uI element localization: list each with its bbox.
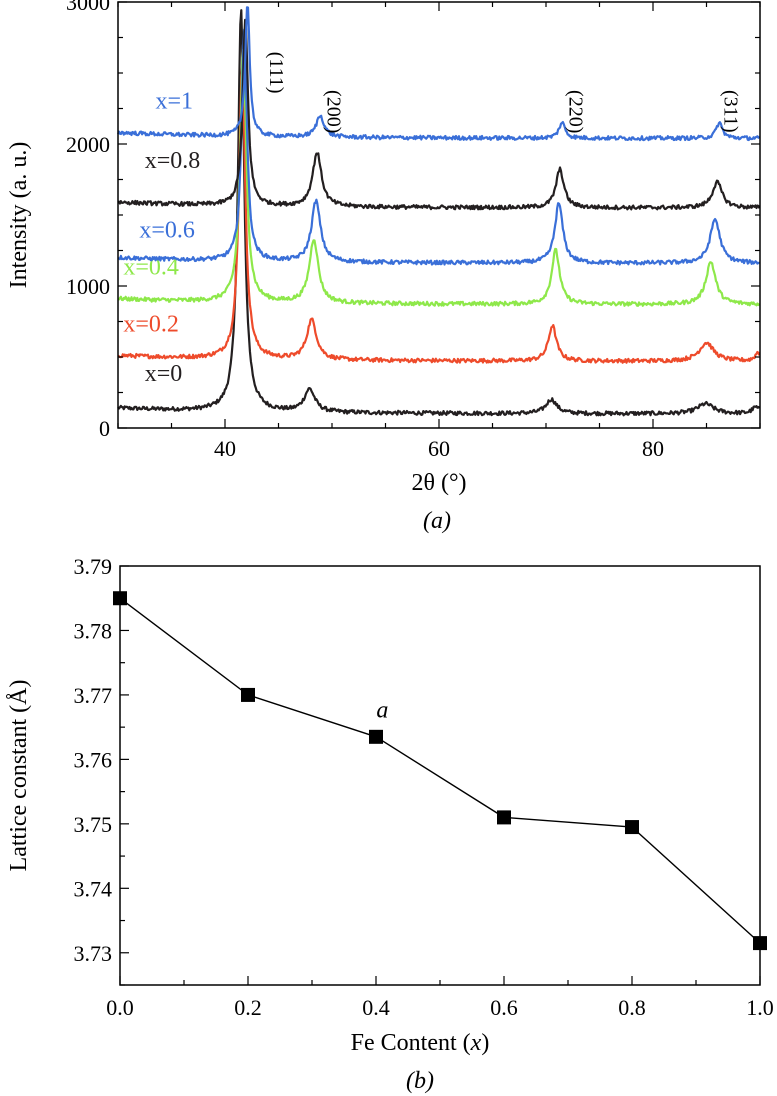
- panel-a-xrd-chart: x=0x=0.2x=0.4x=0.6x=0.8x=1(111)(200) (220…: [6, 0, 761, 534]
- panel-a-series-label-x=1: x=1: [155, 89, 193, 115]
- panel-b-y-axis-title: Lattice constant (Å): [6, 680, 32, 872]
- panel-a-y-axis-title: Intensity (a. u.): [6, 142, 32, 289]
- panel-b-x-tick-label: 0.0: [106, 995, 134, 1020]
- panel-b-ticks: 0.0 0.2 0.4 0.6 0.8 1.0 3.73 3.74 3.75 3.76 3.77 3.…: [74, 554, 774, 1020]
- panel-a-plot-frame: [117, 1, 761, 429]
- panel-a-x-tick-label: 60: [428, 436, 450, 461]
- panel-b-x-axis-title-var: x: [470, 1030, 482, 1056]
- panel-a-peak-label: (111): [265, 52, 287, 94]
- panel-a-series-label-x=0.8: x=0.8: [145, 148, 201, 174]
- panel-b-series-line: [119, 597, 761, 944]
- panel-b-y-tick-label: 3.76: [74, 747, 113, 772]
- panel-b-series-annotation: a: [376, 697, 388, 723]
- panel-b-plot-frame: [119, 565, 761, 986]
- panel-b-lattice-chart: 0.0 0.2 0.4 0.6 0.8 1.0 3.73 3.74 3.75 3.76 3.77 3.…: [6, 554, 774, 1094]
- panel-a-x-tick-label: 40: [214, 436, 236, 461]
- panel-a-caption: (a): [423, 508, 451, 534]
- panel-a-series-label-x=0: x=0: [145, 361, 183, 387]
- panel-a-series-label-x=0.2: x=0.2: [123, 311, 179, 337]
- panel-b-y-tick-label: 3.74: [74, 876, 113, 901]
- panel-b-x-tick-label: 0.2: [234, 995, 262, 1020]
- panel-b-y-tick-label: 3.78: [74, 618, 113, 643]
- panel-b-x-tick-label: 0.8: [618, 995, 646, 1020]
- panel-b-x-axis-title-end: ): [481, 1030, 489, 1056]
- panel-b-x-tick-label: 0.6: [490, 995, 518, 1020]
- panel-b-series-group: [113, 591, 767, 951]
- panel-a-series-line-x=0.4: [117, 48, 761, 307]
- panel-a-peak-label: (200): [323, 90, 345, 133]
- panel-a-series-line-x=0.2: [117, 63, 761, 364]
- panel-b-x-axis-title-main: Fe Content (: [351, 1030, 471, 1056]
- panel-a-series-line-x=0: [117, 9, 761, 417]
- panel-a-series-line-x=1: [116, 6, 761, 142]
- panel-a-x-axis-title: 2θ (°): [411, 470, 466, 496]
- panel-b-data-point: [625, 820, 639, 835]
- panel-a-y-tick-label: 0: [99, 416, 110, 441]
- panel-b-x-axis-title: Fe Content (x): [351, 1030, 490, 1056]
- panel-a-series-line-x=0.8: [117, 18, 761, 211]
- panel-a-ticks: 40 60 80 0 1000 2000 3000: [66, 0, 761, 461]
- panel-b-data-point: [369, 729, 383, 744]
- panel-b-y-tick-label: 3.77: [74, 683, 113, 708]
- panel-b-x-tick-label: 0.4: [362, 995, 390, 1020]
- panel-a-y-tick-label: 3000: [66, 0, 110, 15]
- panel-b-x-tick-label: 1.0: [746, 995, 774, 1020]
- panel-b-caption: (b): [406, 1068, 434, 1094]
- panel-a-peak-label: (220): [565, 90, 587, 133]
- panel-a-peak-label: (311): [720, 90, 742, 133]
- panel-a-y-tick-label: 1000: [66, 274, 110, 299]
- panel-b-data-point: [241, 687, 255, 702]
- panel-b-y-tick-label: 3.75: [74, 812, 113, 837]
- panel-a-series-label-x=0.6: x=0.6: [139, 218, 195, 244]
- panel-b-y-tick-label: 3.73: [74, 941, 113, 966]
- panel-a-series-line-x=0.6: [117, 28, 760, 266]
- panel-a-y-tick-label: 2000: [66, 132, 110, 157]
- panel-b-data-point: [497, 810, 511, 825]
- panel-a-x-tick-label: 80: [642, 436, 664, 461]
- panel-a-series-group: x=0x=0.2x=0.4x=0.6x=0.8x=1(111)(200) (220…: [116, 6, 761, 417]
- panel-b-y-tick-label: 3.79: [74, 554, 113, 579]
